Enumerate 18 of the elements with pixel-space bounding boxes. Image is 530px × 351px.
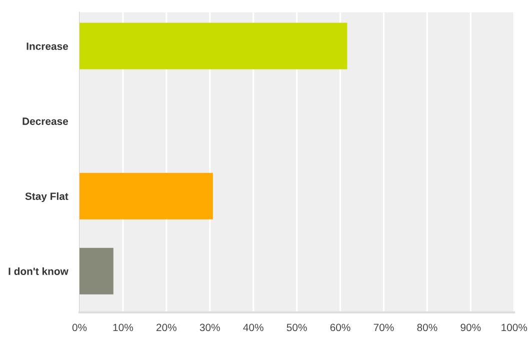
x-tick-label: 60% [330,324,350,332]
x-tick-label: 40% [243,324,264,332]
y-tick-label: Increase [26,42,68,50]
x-tick-label: 30% [200,324,220,332]
x-tick-label: 100% [502,324,528,332]
y-tick-label: I don't know [8,267,68,276]
y-tick-label: Stay Flat [25,192,68,202]
x-tick-label: 90% [460,324,481,332]
x-tick-label: 80% [417,324,438,332]
x-tick-label: 10% [113,324,134,332]
y-tick-label: Decrease [22,118,68,125]
x-tick-label: 50% [286,324,307,332]
x-tick-label: 20% [156,324,176,332]
bar [80,172,213,220]
bar [80,248,114,294]
x-tick-label: 70% [374,324,394,332]
x-tick-label: 0% [72,324,87,332]
bar [80,22,348,70]
